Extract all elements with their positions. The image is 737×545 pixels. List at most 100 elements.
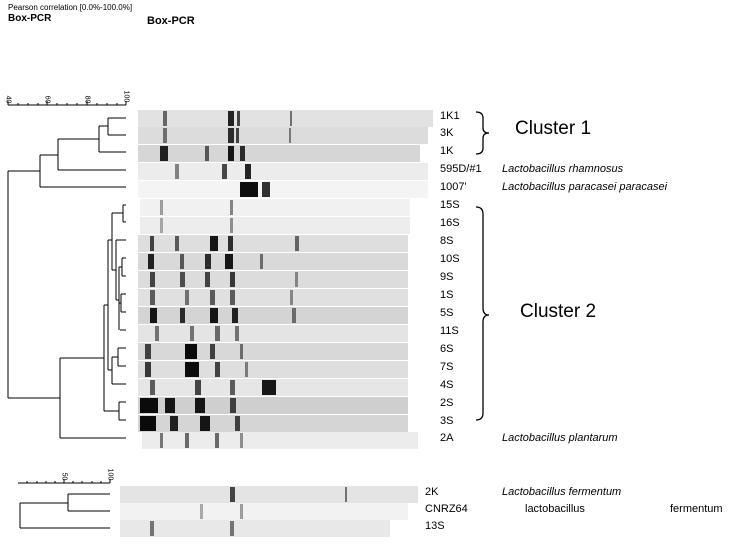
gel-band — [289, 128, 291, 143]
scale-tick-80: 80 — [83, 95, 91, 104]
bottom-scale-tick-100: 100 — [106, 468, 114, 481]
gel-band — [228, 236, 233, 251]
gel-lane — [138, 145, 420, 162]
gel-band — [240, 504, 243, 519]
lane-label: 2S — [440, 397, 454, 409]
gel-band — [160, 218, 163, 233]
gel-band — [160, 200, 163, 215]
gel-band — [150, 521, 154, 536]
gel-band — [230, 398, 236, 413]
gel-band — [240, 433, 243, 448]
gel-band — [175, 236, 179, 251]
gel-band — [205, 254, 211, 269]
scale-tick-100: 100 — [122, 90, 130, 103]
gel-lane — [138, 343, 408, 360]
gel-band — [245, 164, 251, 179]
lane-label: 13S — [425, 520, 445, 532]
gel-band — [185, 433, 189, 448]
gel-band — [236, 128, 239, 143]
gel-band — [240, 146, 245, 161]
lane-label: 8S — [440, 235, 454, 247]
gel-lane — [138, 163, 428, 180]
species-label-paracasei: Lactobacillus paracasei paracasei — [502, 181, 668, 193]
gel-band — [237, 111, 240, 126]
gel-band — [230, 380, 235, 395]
gel-band — [228, 128, 234, 143]
gel-lane — [120, 503, 408, 520]
gel-band — [290, 111, 292, 126]
gel-band — [230, 521, 234, 536]
similarity-measure-label: Pearson correlation [0.0%-100.0%] — [8, 3, 133, 12]
lane-label: 3K — [440, 127, 454, 139]
gel-band — [185, 344, 197, 359]
gel-band — [232, 308, 238, 323]
gel-lane — [138, 379, 408, 396]
cluster-1-label: Cluster 1 — [515, 118, 592, 139]
method-label-right: Box-PCR — [147, 15, 195, 27]
gel-band — [180, 308, 185, 323]
lane-label: 6S — [440, 343, 454, 355]
species-label-rhamnosus: Lactobacillus rhamnosus — [502, 163, 624, 175]
species-label-plantarum: Lactobacillus plantarum — [502, 432, 618, 444]
gel-lane — [140, 217, 410, 234]
gel-band — [185, 362, 199, 377]
gel-band — [185, 290, 189, 305]
gel-band — [155, 326, 159, 341]
lane-label: 2K — [425, 486, 439, 498]
gel-band — [180, 254, 184, 269]
gel-lane — [138, 397, 408, 414]
lane-label: 595D/#1 — [440, 163, 482, 175]
gel-band — [230, 290, 235, 305]
lane-label: 1S — [440, 289, 454, 301]
gel-lane — [120, 486, 418, 503]
lane-label: 9S — [440, 271, 454, 283]
gel-band — [262, 380, 276, 395]
gel-band — [292, 308, 296, 323]
gel-lane — [138, 289, 408, 306]
gel-band — [230, 218, 233, 233]
gel-band — [235, 416, 240, 431]
gel-lane — [138, 307, 408, 324]
gel-band — [150, 272, 155, 287]
bottom-similarity-scale — [18, 479, 111, 484]
gel-band — [260, 254, 263, 269]
scale-tick-60: 60 — [43, 95, 51, 104]
gel-band — [200, 504, 203, 519]
top-similarity-scale — [7, 101, 127, 106]
gel-band — [245, 362, 248, 377]
species-label-fermentum: Lactobacillus fermentum — [502, 486, 622, 498]
gel-lane — [138, 271, 408, 288]
bottom-scale-tick-50: 50 — [60, 472, 68, 481]
gel-band — [145, 344, 151, 359]
gel-band — [230, 487, 235, 502]
gel-band — [222, 164, 227, 179]
gel-band — [205, 272, 210, 287]
gel-band — [215, 326, 220, 341]
species-label-cnrz-species: fermentum — [670, 503, 723, 515]
gel-lane — [138, 127, 428, 144]
cluster1-brace — [475, 111, 490, 155]
lane-label: 16S — [440, 217, 460, 229]
gel-band — [160, 433, 163, 448]
lane-label: 4S — [440, 379, 454, 391]
gel-band — [163, 111, 167, 126]
lane-label: 10S — [440, 253, 460, 265]
gel-band — [190, 326, 194, 341]
gel-band — [230, 200, 233, 215]
gel-lane — [138, 110, 433, 127]
gel-band — [295, 272, 298, 287]
method-label-left: Box-PCR — [8, 13, 52, 24]
gel-band — [205, 146, 209, 161]
gel-band — [262, 182, 270, 197]
gel-band — [215, 433, 219, 448]
gel-band — [235, 326, 239, 341]
gel-band — [240, 182, 258, 197]
scale-tick-40: 40 — [4, 95, 12, 104]
gel-band — [175, 164, 179, 179]
gel-band — [228, 111, 234, 126]
gel-band — [345, 487, 347, 502]
gel-band — [160, 146, 168, 161]
gel-band — [210, 236, 218, 251]
gel-lane — [138, 253, 408, 270]
gel-band — [150, 290, 155, 305]
